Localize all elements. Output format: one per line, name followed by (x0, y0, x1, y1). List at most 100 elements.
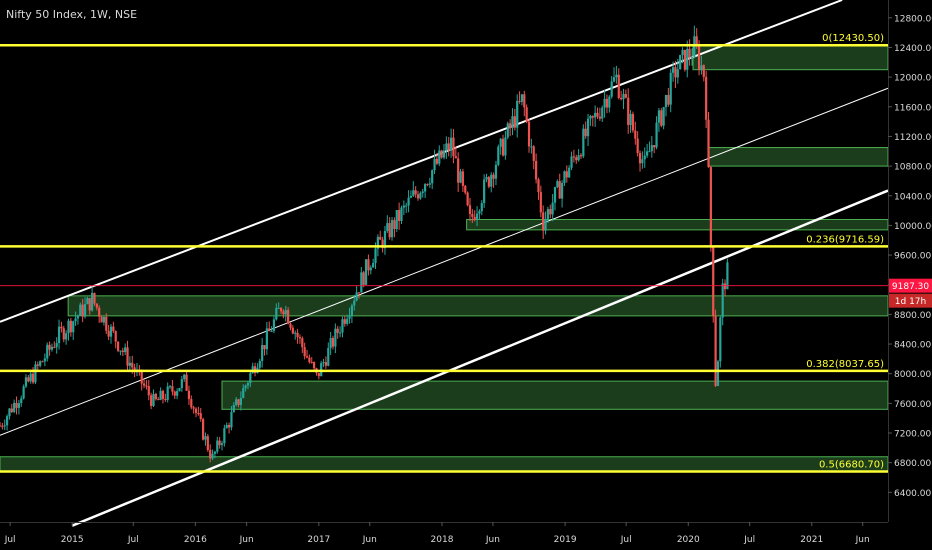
y-tick-label: 12000.00 (894, 74, 932, 84)
candle-body (279, 307, 283, 312)
candle-body (712, 246, 715, 317)
y-tick-label: 12800.00 (894, 14, 932, 24)
candle-body (67, 320, 70, 334)
candle-body (121, 350, 124, 353)
candle-body (350, 305, 353, 316)
candle-body (180, 379, 183, 388)
candle-body (667, 94, 670, 105)
candle-body (98, 307, 101, 317)
candle-body (419, 192, 422, 199)
candle-body (46, 344, 49, 359)
candle-body (3, 425, 6, 427)
candle-body (438, 150, 441, 164)
candle-body (556, 181, 559, 188)
x-tick-label: Jun (239, 535, 254, 545)
candle-body (568, 167, 571, 178)
fib-level-label: 0.236(9716.59) (806, 234, 884, 245)
candle-body (235, 399, 238, 405)
candle-body (83, 304, 87, 317)
candle-body (468, 205, 472, 214)
candle-body (605, 98, 609, 108)
candle-body (324, 362, 328, 366)
candle-body (334, 328, 337, 347)
candle-body (603, 98, 606, 108)
candle-body (591, 115, 594, 118)
candle-body (414, 190, 417, 195)
candle-body (29, 373, 32, 382)
candle-body (343, 319, 346, 324)
countdown-label: 1d 17h (895, 297, 926, 307)
candle-body (501, 138, 505, 156)
candle-body (154, 393, 157, 400)
candle-body (62, 328, 65, 340)
candle-body (435, 158, 439, 164)
candle-body (641, 159, 644, 164)
candle-body (329, 337, 332, 349)
y-tick-label: 8400.00 (894, 341, 931, 351)
candle-body (164, 398, 167, 400)
candle-body (395, 210, 398, 230)
candle-body (445, 143, 448, 151)
x-tick-label: 2021 (800, 535, 823, 545)
candle-body (55, 343, 58, 348)
candle-body (303, 347, 306, 357)
candle-body (206, 436, 209, 450)
candle-body (440, 150, 443, 158)
x-tick-label: 2015 (61, 535, 84, 545)
candle-body (494, 164, 498, 179)
candle-body (664, 94, 668, 108)
candle-body (270, 330, 273, 332)
candle-body (719, 317, 722, 362)
y-tick-label: 9600.00 (894, 252, 931, 262)
candle-body (412, 190, 415, 196)
candle-body (253, 366, 257, 373)
x-tick-label: Jun (485, 535, 500, 545)
candle-body (478, 211, 481, 214)
candle-body (95, 303, 98, 308)
candle-body (69, 320, 72, 333)
candle-body (296, 332, 299, 338)
candle-body (707, 119, 710, 168)
candle-body (570, 156, 573, 168)
candle-body (553, 187, 557, 203)
candle-body (159, 390, 162, 400)
candle-body (506, 123, 509, 138)
candle-body (650, 145, 653, 152)
candle-body (594, 112, 597, 118)
candle-body (610, 81, 613, 97)
candle-body (584, 128, 587, 137)
y-tick-label: 6800.00 (894, 459, 931, 469)
candle-body (700, 65, 703, 70)
candle-body (211, 453, 214, 459)
candle-body (492, 174, 495, 179)
candle-body (525, 107, 528, 122)
candle-body (284, 309, 287, 315)
candle-body (499, 138, 502, 147)
candle-body (386, 223, 389, 232)
x-tick-label: Jul (127, 535, 139, 545)
zone-box (708, 147, 889, 167)
candle-body (608, 96, 611, 108)
candle-body (265, 328, 268, 350)
candle-body (91, 292, 94, 311)
candle-body (338, 332, 342, 334)
candle-body (542, 212, 545, 231)
candle-body (348, 315, 351, 319)
candle-body (202, 419, 205, 440)
candle-body (8, 408, 11, 417)
candle-body (27, 377, 30, 382)
candle-body (705, 76, 708, 120)
candle-body (320, 363, 323, 377)
candle-body (601, 107, 604, 119)
candle-body (442, 150, 446, 158)
candle-body (686, 48, 689, 70)
candle-body (535, 160, 538, 180)
fib-level-label: 0(12430.50) (822, 33, 884, 44)
candle-body (490, 174, 493, 187)
candle-body (107, 330, 110, 337)
candle-body (36, 364, 39, 366)
candle-body (362, 272, 365, 285)
candle-body (586, 118, 590, 137)
candle-body (298, 337, 302, 339)
